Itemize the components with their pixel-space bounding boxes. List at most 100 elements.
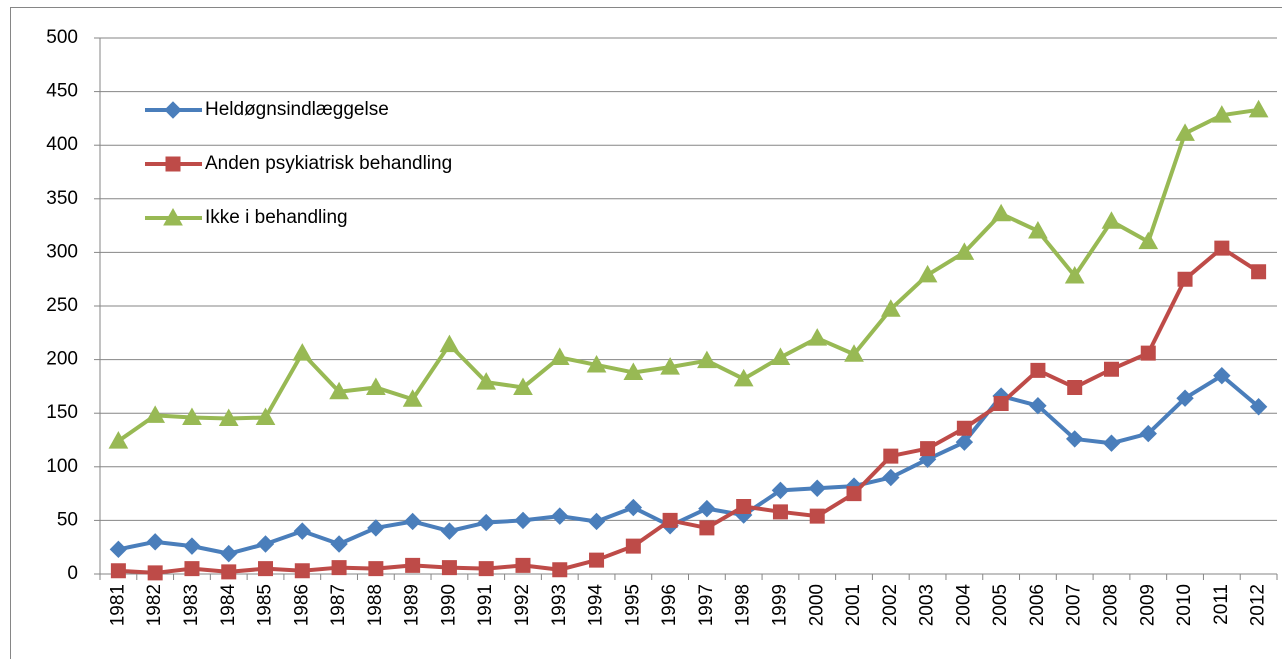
marker xyxy=(883,448,899,464)
marker xyxy=(402,389,423,407)
marker xyxy=(258,561,274,577)
marker xyxy=(441,560,457,576)
marker xyxy=(624,498,643,517)
marker xyxy=(218,408,239,427)
x-tick-label: 2005 xyxy=(990,584,1011,626)
x-tick-label: 1994 xyxy=(586,584,607,627)
marker xyxy=(476,372,497,390)
y-tick-label: 450 xyxy=(46,81,78,102)
marker xyxy=(809,508,825,524)
x-tick-label: 2008 xyxy=(1101,584,1122,626)
marker xyxy=(991,203,1011,222)
marker xyxy=(954,242,975,260)
marker xyxy=(367,519,385,537)
marker xyxy=(1102,434,1121,452)
x-tick-label: 1984 xyxy=(218,584,239,627)
marker xyxy=(880,299,901,317)
marker xyxy=(146,533,164,551)
marker xyxy=(589,552,605,568)
legend-label: Heldøgnsindlæggelse xyxy=(205,99,389,120)
x-tick-label: 1991 xyxy=(475,584,496,626)
x-tick-label: 2004 xyxy=(953,584,974,627)
marker xyxy=(110,563,126,579)
x-tick-label: 2001 xyxy=(843,584,864,626)
marker xyxy=(697,350,717,369)
marker xyxy=(660,357,680,375)
y-tick-label: 500 xyxy=(46,27,78,48)
marker xyxy=(182,407,202,425)
series-line xyxy=(118,246,1260,575)
x-tick-label: 2010 xyxy=(1174,584,1195,626)
marker xyxy=(549,347,570,365)
marker xyxy=(478,561,494,577)
marker xyxy=(1067,379,1083,395)
x-tick-label: 1981 xyxy=(107,584,128,626)
y-tick-label: 0 xyxy=(67,563,78,584)
marker xyxy=(221,564,237,580)
marker xyxy=(1103,361,1119,377)
y-tick-label: 100 xyxy=(46,456,78,477)
marker xyxy=(403,512,422,531)
x-tick-label: 1995 xyxy=(622,584,643,626)
y-tick-label: 200 xyxy=(46,349,78,370)
marker xyxy=(1251,264,1267,280)
marker xyxy=(145,405,166,423)
marker xyxy=(771,481,790,500)
marker xyxy=(368,561,384,577)
x-tick-label: 1988 xyxy=(365,584,386,626)
x-tick-label: 2009 xyxy=(1137,584,1158,626)
marker xyxy=(993,396,1009,412)
marker xyxy=(1214,240,1230,256)
x-tick-label: 1996 xyxy=(659,584,680,626)
legend-marker xyxy=(165,156,181,172)
legend-marker xyxy=(164,101,182,119)
marker xyxy=(1248,99,1269,118)
marker xyxy=(255,407,276,425)
x-tick-label: 1992 xyxy=(512,584,533,626)
marker xyxy=(698,499,716,518)
series-line xyxy=(117,373,1260,556)
marker xyxy=(366,377,386,395)
marker xyxy=(882,468,900,487)
marker xyxy=(846,486,862,502)
legend-marker xyxy=(163,207,183,226)
marker xyxy=(772,504,788,520)
y-tick-label: 300 xyxy=(46,241,78,262)
marker xyxy=(440,522,459,540)
marker xyxy=(292,343,313,361)
x-tick-label: 1987 xyxy=(328,584,349,626)
x-tick-label: 2003 xyxy=(917,584,938,626)
marker xyxy=(220,544,238,563)
legend-label: Ikke i behandling xyxy=(205,207,348,228)
x-tick-label: 2011 xyxy=(1211,584,1232,625)
x-tick-label: 2000 xyxy=(806,584,827,626)
marker xyxy=(1177,271,1193,287)
marker xyxy=(329,381,349,400)
x-tick-label: 1997 xyxy=(696,584,717,626)
marker xyxy=(515,557,531,573)
x-tick-label: 2012 xyxy=(1248,584,1269,626)
marker xyxy=(808,479,826,497)
y-tick-label: 50 xyxy=(57,509,78,530)
y-tick-label: 400 xyxy=(46,134,78,155)
marker xyxy=(1138,231,1159,250)
marker xyxy=(513,377,533,395)
marker xyxy=(1176,389,1194,407)
marker xyxy=(770,347,791,365)
marker xyxy=(1065,430,1084,448)
x-tick-label: 1993 xyxy=(549,584,570,626)
marker xyxy=(1064,265,1085,284)
marker xyxy=(330,535,348,553)
x-tick-label: 1986 xyxy=(291,584,312,626)
marker xyxy=(844,344,864,362)
marker xyxy=(956,420,972,436)
marker xyxy=(699,520,715,536)
x-tick-label: 2007 xyxy=(1064,584,1085,626)
marker xyxy=(109,540,128,559)
x-tick-label: 1998 xyxy=(733,584,754,626)
x-tick-label: 1983 xyxy=(181,584,202,626)
marker xyxy=(623,362,644,380)
marker xyxy=(955,433,974,451)
marker xyxy=(736,498,752,514)
marker xyxy=(733,368,754,387)
